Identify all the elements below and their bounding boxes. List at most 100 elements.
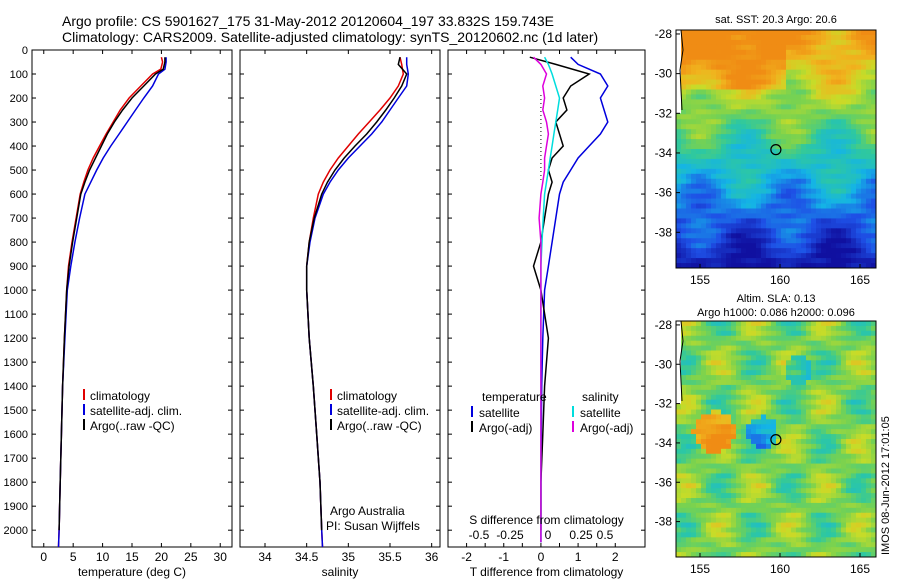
map-cell <box>766 547 772 553</box>
map-cell <box>841 59 847 66</box>
map-cell <box>851 149 857 155</box>
map-cell <box>696 321 702 327</box>
map-cell <box>706 439 712 445</box>
map-cell <box>816 493 822 499</box>
map-cell <box>801 198 807 204</box>
map-cell <box>691 59 697 66</box>
map-cell <box>741 139 747 145</box>
map-cell <box>791 104 797 110</box>
map-cell <box>816 370 822 376</box>
map-cell <box>861 321 867 327</box>
map-cell <box>766 502 772 509</box>
map-cell <box>756 389 762 396</box>
map-cell <box>761 439 767 445</box>
map-cell <box>676 468 682 474</box>
map-cell <box>796 547 802 553</box>
map-cell <box>751 404 757 410</box>
map-cell <box>871 439 877 445</box>
map-cell <box>726 424 732 430</box>
map-cell <box>746 404 752 410</box>
map-cell <box>861 345 867 351</box>
map-cell <box>681 99 687 105</box>
map-cell <box>781 527 787 533</box>
map-cell <box>756 79 762 85</box>
map-cell <box>691 39 697 46</box>
map-cell <box>821 193 827 199</box>
map-cell <box>866 59 872 66</box>
map-cell <box>761 399 767 405</box>
map-cell <box>746 129 752 135</box>
map-cell <box>701 94 707 100</box>
map-cell <box>761 149 767 155</box>
map-cell <box>871 419 877 425</box>
map-cell <box>711 173 717 180</box>
map-cell <box>771 375 777 381</box>
map-cell <box>861 193 867 199</box>
map-cell <box>736 178 742 185</box>
map-cell <box>696 54 702 61</box>
map-cell <box>681 542 687 548</box>
map-cell <box>691 429 697 435</box>
map-cell <box>776 419 782 425</box>
map-cell <box>736 394 742 401</box>
map-cell <box>761 84 767 90</box>
map-cell <box>751 173 757 180</box>
map-cell <box>841 434 847 440</box>
map-cell <box>811 493 817 499</box>
map-cell <box>691 158 697 165</box>
map-cell <box>826 223 832 229</box>
map-cell <box>776 507 782 514</box>
map-cell <box>736 537 742 543</box>
map-cell <box>736 424 742 430</box>
map-cell <box>856 355 862 361</box>
map-cell <box>771 99 777 105</box>
map-cell <box>821 360 827 366</box>
map-cell <box>766 429 772 435</box>
map-cell <box>756 439 762 445</box>
map-cell <box>861 350 867 356</box>
map-cell <box>846 84 852 90</box>
map-cell <box>756 119 762 125</box>
map-cell <box>821 370 827 376</box>
map-cell <box>771 468 777 474</box>
map-cell <box>771 109 777 115</box>
map-cell <box>826 39 832 46</box>
map-cell <box>751 453 757 460</box>
map-cell <box>791 360 797 366</box>
map-cell <box>821 468 827 474</box>
map-cell <box>861 49 867 56</box>
map-cell <box>781 552 787 558</box>
map-cell <box>806 325 812 332</box>
map-cell <box>861 542 867 548</box>
map-cell <box>711 213 717 219</box>
map-cell <box>766 30 772 36</box>
map-cell <box>696 468 702 474</box>
map-cell <box>721 325 727 332</box>
map-cell <box>836 448 842 455</box>
map-cell <box>771 522 777 528</box>
map-cell <box>686 537 692 543</box>
map-cell <box>856 94 862 100</box>
map-cell <box>806 404 812 410</box>
map-cell <box>741 389 747 396</box>
map-cell <box>811 502 817 509</box>
annotation-argo-australia: Argo Australia <box>330 504 405 518</box>
map-cell <box>826 134 832 140</box>
y-tick-label: 2000 <box>4 525 28 537</box>
map-cell <box>806 129 812 135</box>
map-cell <box>801 233 807 239</box>
map-cell <box>731 109 737 115</box>
map-cell <box>861 94 867 100</box>
map-cell <box>776 375 782 381</box>
map-cell <box>851 537 857 543</box>
map-cell <box>801 64 807 71</box>
map-cell <box>811 49 817 56</box>
map-cell <box>741 330 747 337</box>
map-cell <box>771 198 777 204</box>
map-cell <box>816 365 822 371</box>
map-cell <box>746 463 752 469</box>
map-cell <box>836 517 842 523</box>
map-cell <box>691 414 697 420</box>
map-cell <box>851 39 857 46</box>
map-cell <box>806 424 812 430</box>
